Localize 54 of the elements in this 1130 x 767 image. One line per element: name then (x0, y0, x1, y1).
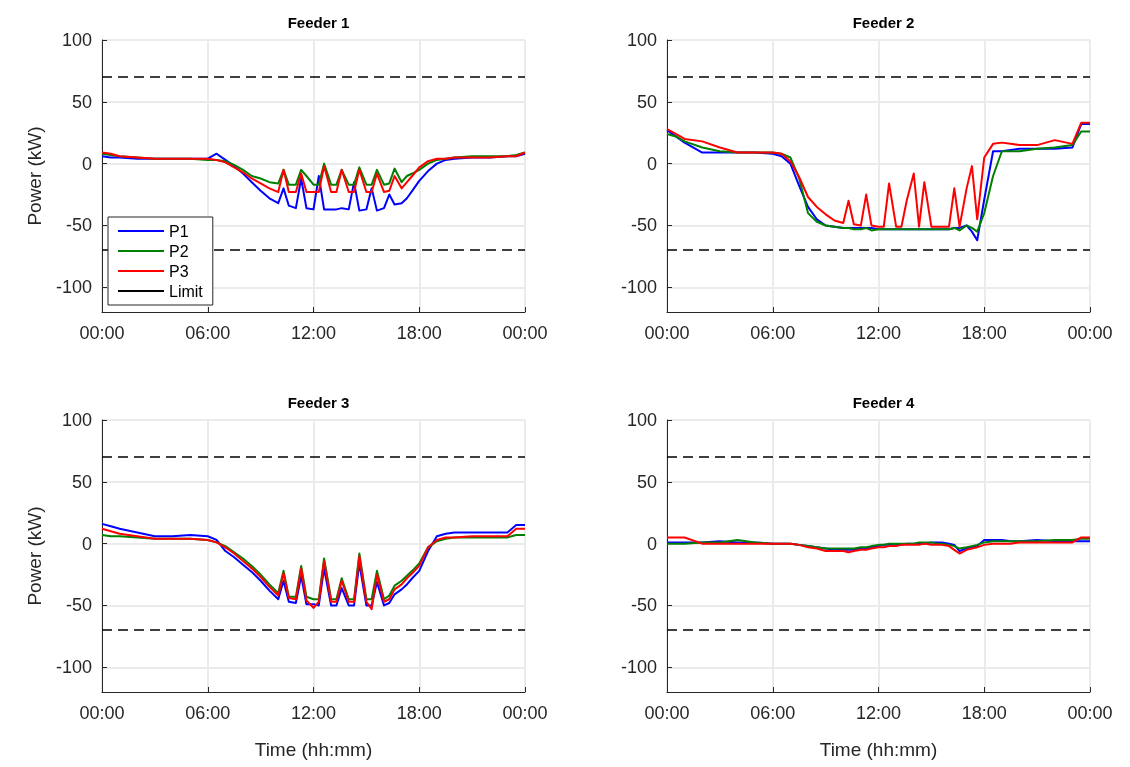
y-tick-label: 100 (61, 30, 92, 50)
x-tick-label: 06:00 (185, 323, 231, 343)
y-tick-label: 50 (71, 91, 92, 112)
y-axis-title: Power (kW) (24, 506, 45, 606)
y-axis-title: Power (kW) (24, 126, 45, 226)
chart-title: Feeder 2 (852, 14, 915, 31)
x-tick-label: 12:00 (290, 703, 337, 723)
x-tick-label: 00:00 (79, 323, 125, 343)
chart-title: Feeder 1 (287, 14, 350, 31)
legend-label: Limit (169, 282, 204, 300)
y-tick-label: -50 (630, 595, 657, 616)
y-tick-label: -100 (620, 657, 657, 678)
y-tick-label: -50 (65, 215, 92, 236)
x-tick-label: 00:00 (644, 323, 690, 343)
line-series (101, 151, 526, 194)
y-tick-label: 50 (636, 471, 657, 492)
y-tick-label: 50 (71, 471, 92, 492)
y-tick-label: -50 (65, 595, 92, 616)
x-tick-label: 18:00 (396, 703, 442, 723)
x-tick-label: 00:00 (1067, 703, 1113, 723)
x-tick-label: 18:00 (961, 323, 1007, 343)
legend-label: P1 (169, 222, 189, 240)
y-tick-label: 0 (81, 533, 92, 554)
x-tick-label: 06:00 (750, 703, 796, 723)
x-axis-title: Time (hh:mm) (819, 739, 938, 760)
chart-title: Feeder 3 (287, 394, 350, 411)
y-tick-label: -50 (630, 215, 657, 236)
x-tick-label: 12:00 (855, 703, 902, 723)
x-tick-label: 06:00 (750, 323, 796, 343)
x-tick-label: 18:00 (396, 323, 442, 343)
y-tick-label: 0 (81, 153, 92, 174)
legend-label: P2 (169, 242, 189, 260)
y-tick-label: 0 (646, 533, 657, 554)
x-tick-label: 00:00 (502, 703, 548, 723)
x-tick-label: 00:00 (644, 703, 690, 723)
x-tick-label: 00:00 (502, 323, 548, 343)
x-tick-label: 18:00 (961, 703, 1007, 723)
y-tick-label: 100 (626, 410, 657, 430)
y-tick-label: -100 (620, 277, 657, 298)
y-tick-label: -100 (55, 277, 92, 298)
chart-title: Feeder 4 (852, 394, 916, 411)
y-tick-label: 100 (626, 30, 657, 50)
x-axis-title: Time (hh:mm) (254, 739, 373, 760)
legend-label: P3 (169, 262, 189, 280)
y-tick-label: 100 (61, 410, 92, 430)
line-series (101, 533, 526, 601)
y-tick-label: 50 (636, 91, 657, 112)
x-tick-label: 00:00 (79, 703, 125, 723)
y-tick-label: 0 (646, 153, 657, 174)
y-tick-label: -100 (55, 657, 92, 678)
x-tick-label: 06:00 (185, 703, 231, 723)
x-tick-label: 12:00 (855, 323, 902, 343)
x-tick-label: 12:00 (290, 323, 337, 343)
x-tick-label: 00:00 (1067, 323, 1113, 343)
